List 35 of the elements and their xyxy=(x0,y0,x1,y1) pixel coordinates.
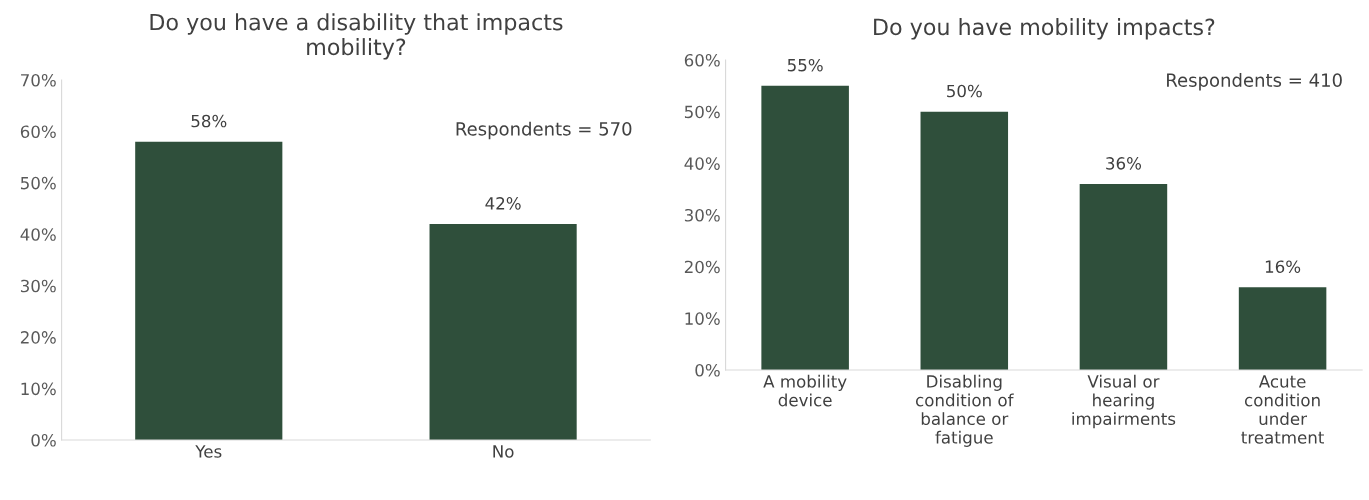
data-label: 58% xyxy=(191,114,227,128)
y-tick-label: 50% xyxy=(20,176,56,190)
bar xyxy=(761,85,849,370)
chart-title: Do you have a disability that impacts mobility? xyxy=(150,13,563,60)
y-tick-label: 60% xyxy=(684,53,720,67)
bar xyxy=(1079,184,1168,370)
bar xyxy=(920,111,1009,370)
data-label: 55% xyxy=(787,58,823,72)
annotation: Respondents = 410 xyxy=(1167,72,1342,91)
y-tick-label: 30% xyxy=(684,208,720,222)
y-tick-label: 30% xyxy=(20,279,56,293)
annotation: Respondents = 570 xyxy=(456,121,632,140)
data-label: 50% xyxy=(947,84,982,98)
data-label: 16% xyxy=(1265,260,1301,273)
y-tick-label: 70% xyxy=(21,73,56,87)
x-tick-label: No xyxy=(493,445,514,458)
x-tick-label: Yes xyxy=(195,445,222,458)
x-tick-label: Visual or hearing impairments xyxy=(1072,374,1176,429)
y-tick-label: 0% xyxy=(31,433,56,447)
x-tick-label: Acute condition under treatment xyxy=(1241,375,1324,444)
y-tick-label: 20% xyxy=(20,331,56,344)
x-tick-label: A mobility device xyxy=(763,374,847,407)
x-tick-label: Disabling condition of balance or fatigue xyxy=(916,374,1014,447)
chart-title: Do you have mobility impacts? xyxy=(874,18,1215,40)
y-tick-label: 10% xyxy=(21,382,56,396)
data-label: 36% xyxy=(1106,157,1142,170)
y-tick-label: 60% xyxy=(20,125,56,138)
y-tick-label: 50% xyxy=(684,105,720,119)
data-label: 42% xyxy=(485,197,521,210)
y-tick-label: 20% xyxy=(684,260,720,274)
y-tick-label: 40% xyxy=(684,157,720,170)
y-tick-label: 10% xyxy=(685,312,720,325)
y-tick-label: 40% xyxy=(20,228,56,241)
bar xyxy=(1238,287,1327,370)
y-tick-label: 0% xyxy=(695,363,720,377)
